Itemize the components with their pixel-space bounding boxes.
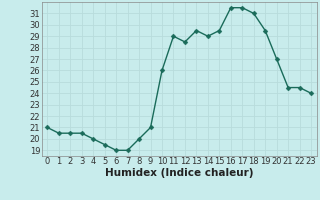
X-axis label: Humidex (Indice chaleur): Humidex (Indice chaleur)	[105, 168, 253, 178]
